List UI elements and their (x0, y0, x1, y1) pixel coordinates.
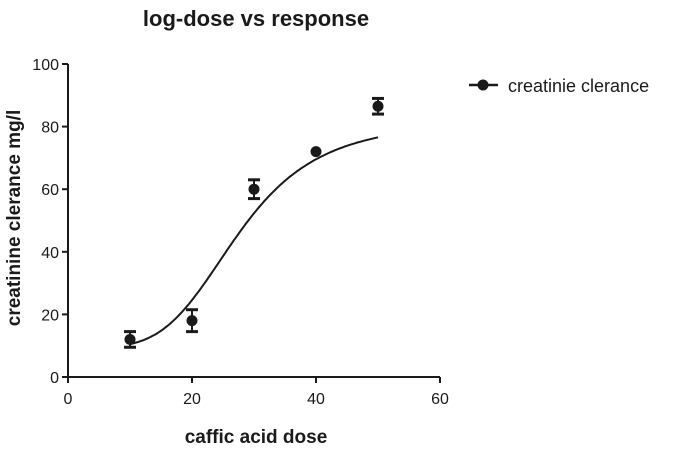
y-tick-label: 100 (32, 57, 59, 74)
point-marker (310, 146, 322, 158)
x-tick-label: 40 (307, 391, 325, 408)
point-marker (248, 183, 260, 195)
x-axis-ticks: 0 20 40 60 (64, 377, 449, 408)
data-points (124, 96, 384, 349)
y-axis-label: creatinine clerance mg/l (4, 110, 25, 327)
data-point (248, 178, 260, 201)
x-tick-label: 60 (431, 391, 449, 408)
legend-label: creatinie clerance (508, 76, 649, 96)
legend-dot-marker (477, 79, 489, 91)
y-tick-label: 0 (50, 370, 59, 387)
data-point (124, 330, 136, 349)
chart-title: log-dose vs response (143, 6, 369, 31)
y-tick-label: 80 (41, 120, 59, 137)
point-marker (186, 315, 198, 327)
y-tick-label: 40 (41, 245, 59, 262)
data-point (372, 96, 384, 116)
data-point (310, 146, 322, 158)
point-marker (372, 100, 384, 112)
y-tick-label: 60 (41, 182, 59, 199)
fit-curve (129, 136, 379, 346)
y-tick-label: 20 (41, 307, 59, 324)
point-marker (124, 333, 136, 345)
x-axis-label: caffic acid dose (185, 427, 328, 448)
legend: creatinie clerance (469, 76, 649, 96)
data-point (186, 308, 198, 334)
x-tick-label: 0 (64, 391, 73, 408)
x-tick-label: 20 (183, 391, 201, 408)
y-axis-ticks: 0 20 40 60 80 100 (32, 57, 68, 387)
